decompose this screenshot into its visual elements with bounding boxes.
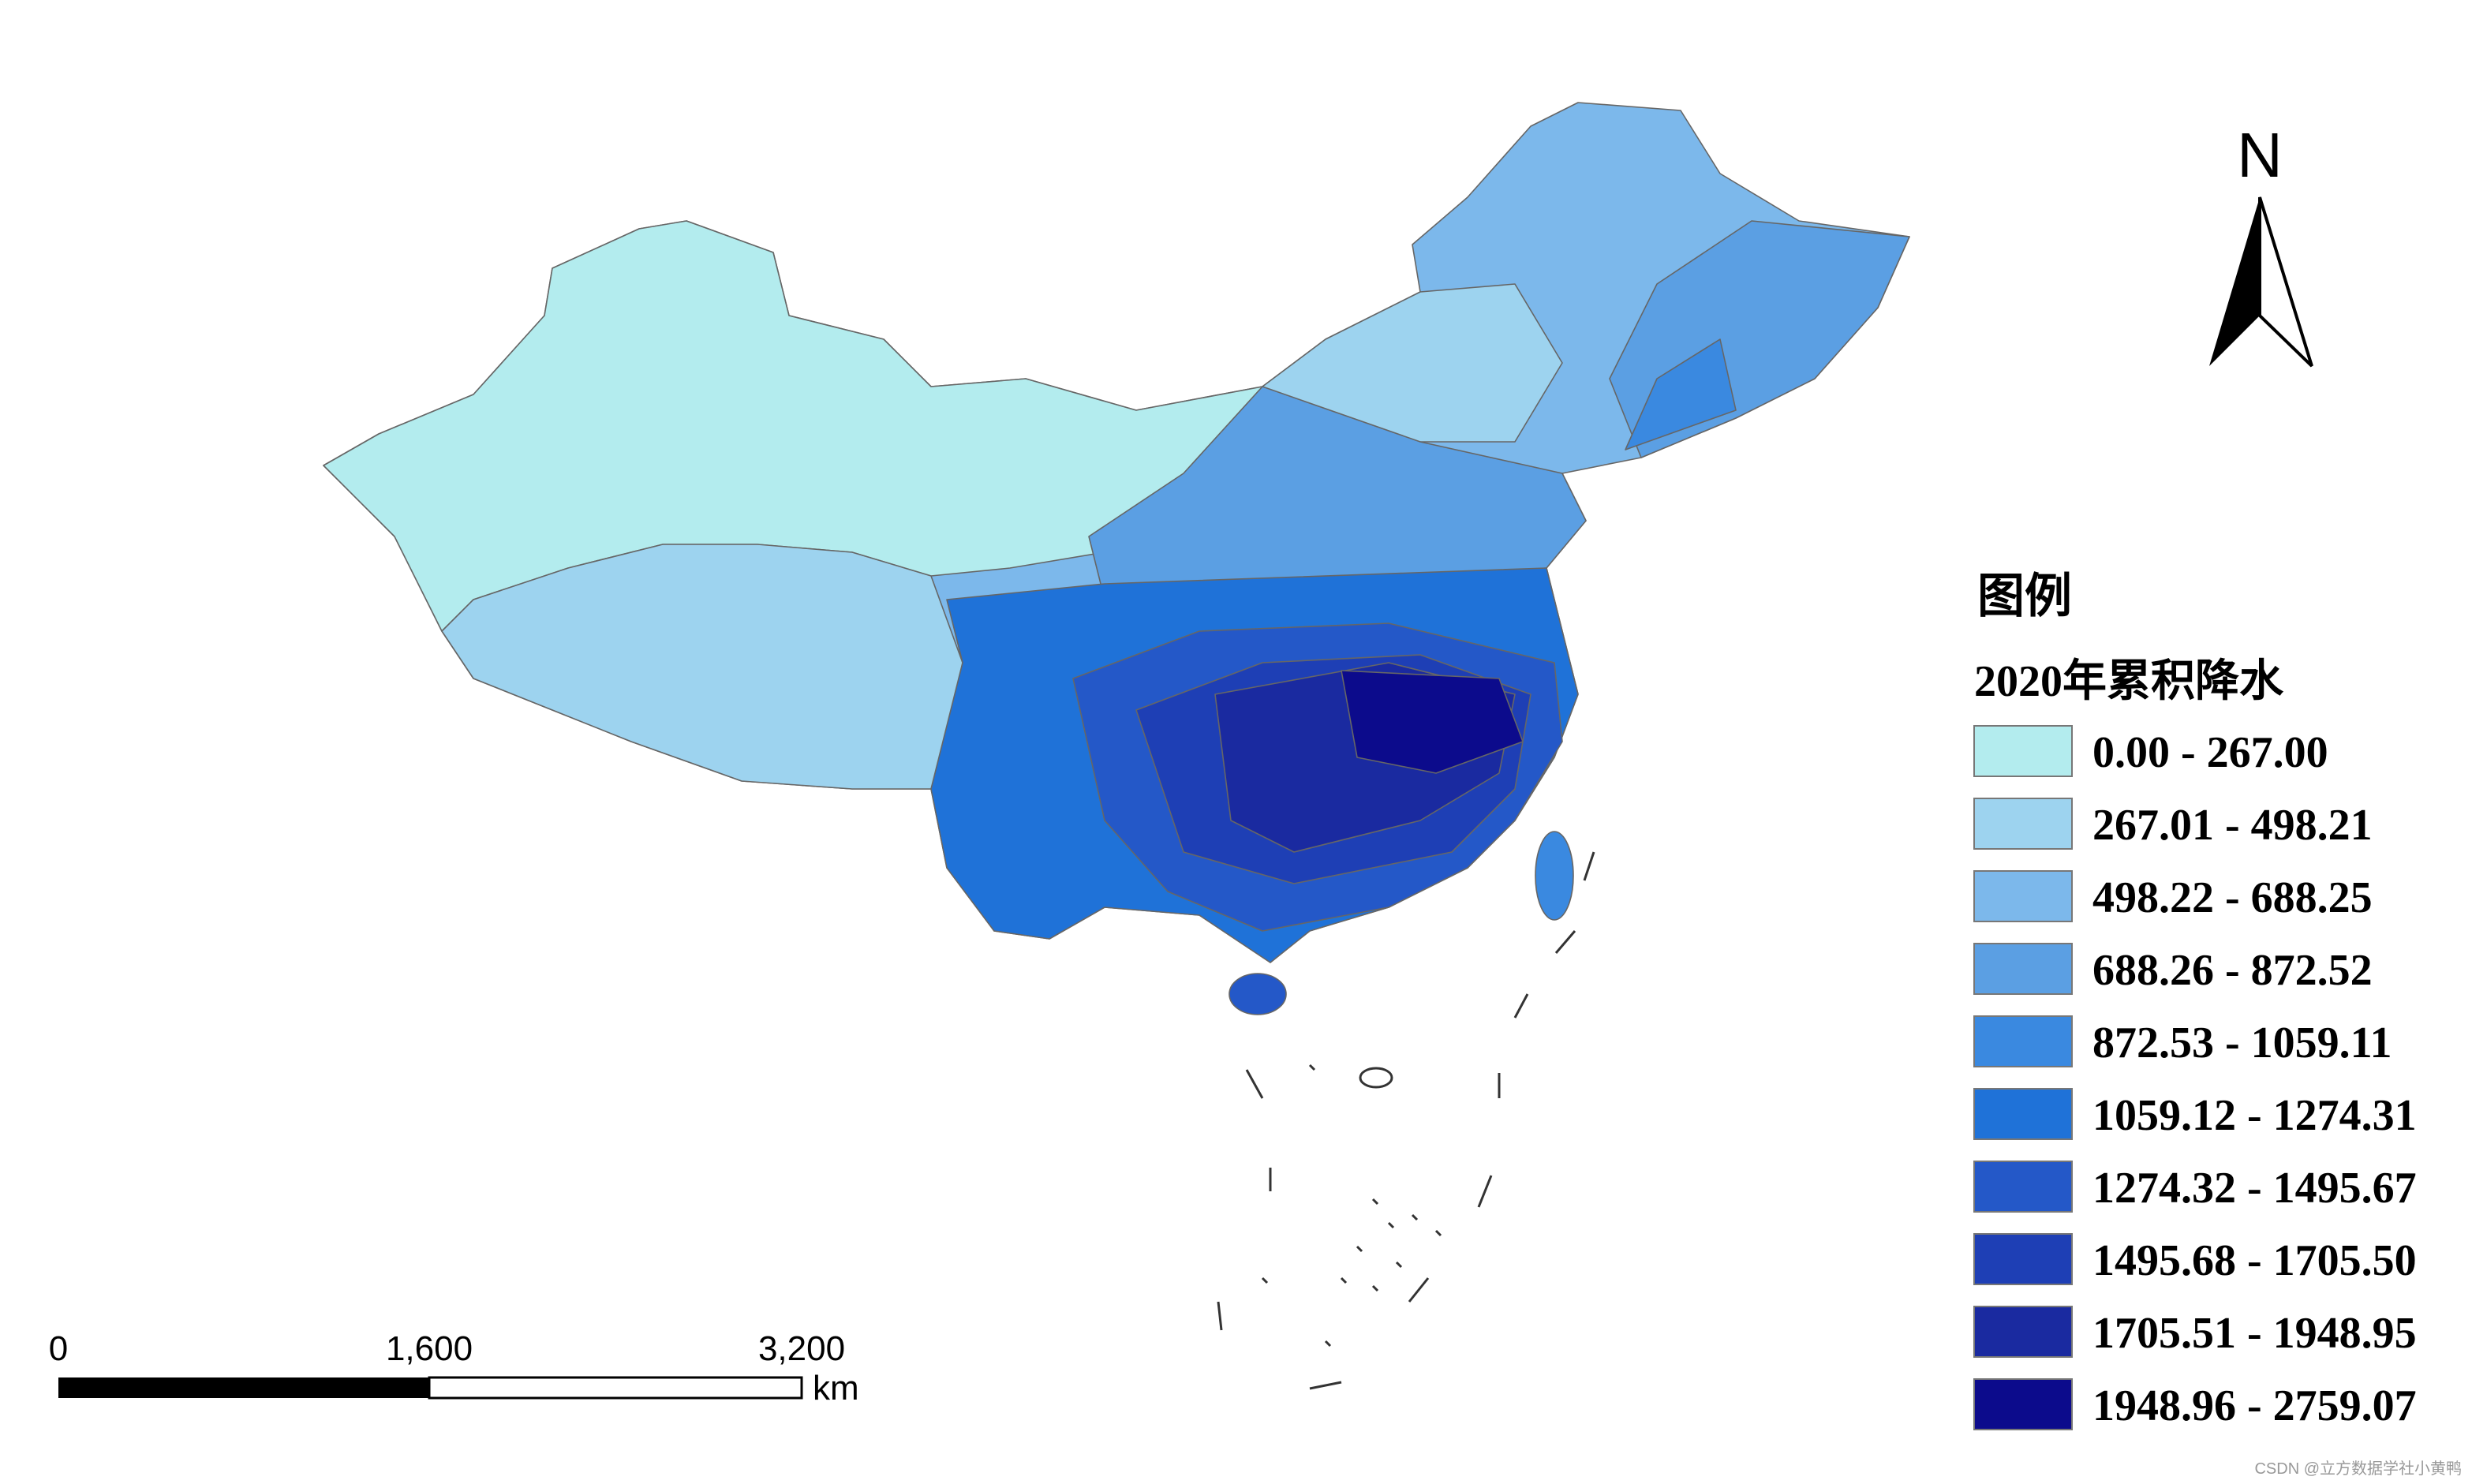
region	[1535, 831, 1574, 921]
legend-label: 1274.32 - 1495.67	[2092, 1164, 2417, 1213]
legend-label: 1948.96 - 2759.07	[2092, 1381, 2417, 1430]
legend-swatch	[1973, 725, 2073, 777]
arrow-half	[2209, 197, 2260, 366]
north-arrow: N	[2209, 120, 2313, 368]
islands	[1217, 851, 1595, 1390]
region	[1229, 973, 1287, 1015]
scale-unit: km	[813, 1369, 859, 1407]
watermark: CSDN @立方数据学社小黄鸭	[2254, 1460, 2462, 1478]
legend-swatch	[1973, 1233, 2073, 1285]
legend-label: 0.00 - 267.00	[2092, 728, 2328, 777]
legend-swatch	[1973, 1378, 2073, 1430]
island	[1261, 1063, 1442, 1348]
legend-swatch	[1973, 870, 2073, 922]
scale-label: 0	[49, 1329, 68, 1368]
legend-subtitle: 2020年累积降水	[1974, 657, 2284, 706]
arrow-half	[2258, 196, 2313, 368]
legend-label: 872.53 - 1059.11	[2092, 1019, 2392, 1067]
boundary-line	[1217, 851, 1595, 1390]
legend-label: 1495.68 - 1705.50	[2092, 1236, 2417, 1285]
scale-label: 1,600	[386, 1329, 473, 1368]
legend-label: 688.26 - 872.52	[2092, 946, 2373, 995]
legend-label: 267.01 - 498.21	[2092, 801, 2373, 850]
legend-swatch	[1973, 1015, 2073, 1067]
legend-label: 1705.51 - 1948.95	[2092, 1309, 2417, 1358]
scale-segment	[428, 1376, 803, 1400]
scale-segment	[58, 1377, 429, 1398]
scale-bar: 0 1,600 3,200 km	[49, 1329, 859, 1407]
legend-title: 图例	[1977, 570, 2072, 622]
island	[1359, 1067, 1393, 1089]
legend-swatch	[1973, 943, 2073, 995]
region	[1088, 386, 1587, 600]
north-label: N	[2237, 120, 2283, 190]
legend-swatch	[1973, 1161, 2073, 1213]
scale-label: 3,200	[758, 1329, 845, 1368]
region	[1341, 670, 1524, 774]
legend-swatch	[1973, 1306, 2073, 1358]
legend-swatch	[1973, 798, 2073, 850]
legend: 图例 2020年累积降水 0.00 - 267.00 267.01 - 498.2…	[1973, 570, 2417, 1430]
legend-label: 498.22 - 688.25	[2092, 873, 2373, 922]
legend-label: 1059.12 - 1274.31	[2092, 1091, 2417, 1140]
region	[1625, 338, 1737, 450]
map	[323, 102, 1910, 1015]
legend-swatch	[1973, 1088, 2073, 1140]
